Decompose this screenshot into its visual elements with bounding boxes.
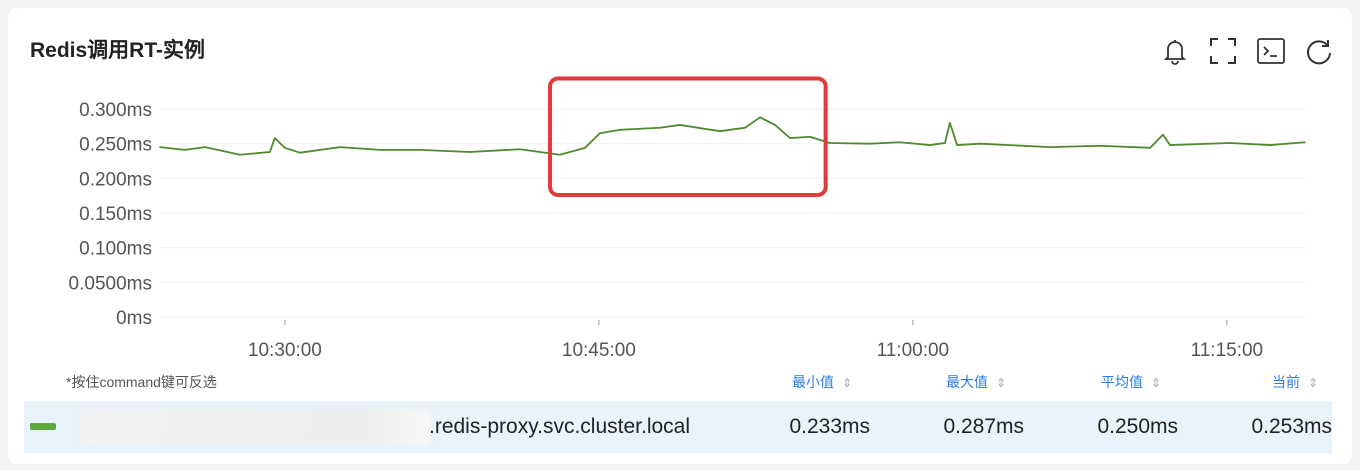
data-point [1229, 142, 1231, 144]
data-point [299, 151, 301, 154]
data-point [559, 153, 561, 156]
data-point [759, 116, 761, 119]
x-tick-label: 11:15:00 [1191, 340, 1264, 361]
chart-panel: Redis调用RT-实例 [8, 8, 1352, 464]
data-point [183, 149, 186, 151]
y-tick-label: 0.150ms [79, 204, 152, 225]
panel-title: Redis调用RT-实例 [30, 39, 206, 62]
data-point [774, 124, 776, 126]
data-point [789, 137, 791, 139]
terminal-icon[interactable] [1256, 36, 1286, 66]
legend-row[interactable]: .redis-proxy.svc.cluster.local 0.233ms 0… [24, 401, 1332, 453]
column-min[interactable]: 最小值 ⇕ [792, 372, 852, 392]
data-point [929, 144, 931, 146]
y-tick-label: 0ms [116, 308, 152, 329]
y-tick-label: 0.0500ms [69, 273, 152, 294]
column-current[interactable]: 当前 ⇕ [1272, 372, 1318, 392]
data-point [584, 147, 586, 149]
y-tick-label: 0.250ms [79, 135, 152, 156]
column-avg-label: 平均值 [1101, 374, 1143, 390]
data-point [719, 130, 721, 132]
x-tick-label: 10:30:00 [248, 340, 322, 361]
series-line [159, 116, 1306, 156]
bell-icon[interactable] [1160, 36, 1190, 66]
data-point [539, 151, 541, 153]
data-point [1269, 144, 1271, 146]
data-point [944, 142, 946, 144]
redacted-name [80, 409, 430, 445]
data-point [869, 142, 871, 145]
data-point [956, 144, 958, 146]
y-tick-label: 0.200ms [79, 169, 152, 190]
data-point [679, 124, 681, 126]
data-point [204, 146, 206, 148]
data-point [1169, 144, 1171, 146]
x-tick-label: 10:45:00 [562, 340, 636, 361]
data-point [809, 135, 811, 138]
sort-icon[interactable]: ⇕ [842, 376, 853, 390]
series-name: .redis-proxy.svc.cluster.local [429, 415, 691, 438]
value-min: 0.233ms [789, 415, 870, 438]
value-current: 0.253ms [1251, 415, 1332, 438]
fullscreen-icon[interactable] [1208, 36, 1238, 66]
x-tick-label: 11:00:00 [877, 340, 950, 361]
data-point [1099, 144, 1101, 147]
column-max-label: 最大值 [946, 374, 988, 390]
sort-icon[interactable]: ⇕ [1151, 376, 1162, 390]
data-point [1149, 147, 1151, 149]
value-max: 0.287ms [943, 415, 1024, 438]
data-point [949, 122, 951, 124]
data-point [284, 147, 286, 149]
data-point [899, 141, 901, 144]
column-avg[interactable]: 平均值 ⇕ [1101, 372, 1161, 392]
data-point [619, 129, 621, 131]
data-point [468, 151, 471, 153]
y-tick-label: 0.300ms [79, 100, 152, 121]
data-point [419, 149, 421, 151]
data-point [159, 146, 161, 148]
y-tick-label: 0.100ms [79, 239, 152, 260]
data-point [744, 126, 746, 129]
data-point [659, 126, 661, 129]
column-min-label: 最小值 [792, 374, 834, 390]
sort-icon[interactable]: ⇕ [1308, 376, 1319, 390]
refresh-icon[interactable] [1304, 36, 1334, 66]
data-point [269, 151, 271, 153]
sort-icon[interactable]: ⇕ [996, 376, 1007, 390]
data-point [378, 149, 381, 151]
data-point [519, 148, 521, 151]
data-point [1304, 141, 1306, 144]
column-current-label: 当前 [1272, 374, 1300, 390]
value-avg: 0.250ms [1097, 415, 1178, 438]
data-point [1162, 133, 1164, 136]
highlight-box [548, 76, 828, 197]
series-color-swatch [30, 423, 56, 430]
data-point [273, 137, 276, 139]
data-point [1049, 146, 1051, 148]
data-point [829, 142, 831, 144]
column-max[interactable]: 最大值 ⇕ [946, 372, 1006, 392]
data-point [599, 132, 601, 135]
legend-hint: *按住command键可反选 [66, 374, 217, 390]
data-point [339, 146, 341, 148]
data-point [979, 142, 981, 145]
data-point [239, 153, 241, 156]
